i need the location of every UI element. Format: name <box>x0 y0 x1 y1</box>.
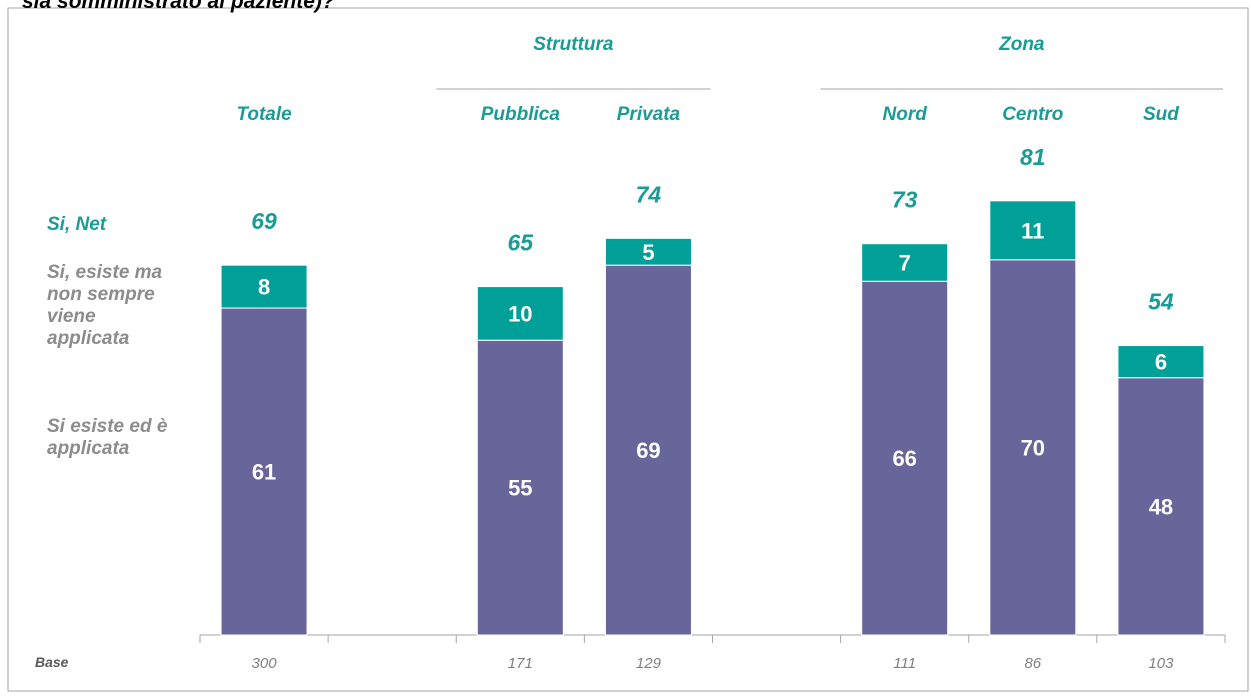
segment-label: 8 <box>258 275 270 300</box>
segment-label: 6 <box>1155 350 1167 375</box>
bar-segment <box>989 259 1077 636</box>
net-label: 74 <box>636 181 662 207</box>
base-value: 111 <box>893 655 916 672</box>
segment-label: 10 <box>508 301 532 326</box>
segment-label: 55 <box>508 476 532 501</box>
segment-label: 5 <box>642 240 654 265</box>
bar-segment <box>220 264 308 309</box>
x-tick-label: Sud <box>1143 104 1179 125</box>
segment-label: 61 <box>252 460 276 485</box>
bar-segment <box>1117 377 1205 636</box>
segment-label: 11 <box>1021 218 1044 243</box>
base-label: Base <box>35 654 69 670</box>
frame <box>7 7 1249 692</box>
segment-label: 66 <box>892 446 916 471</box>
legend-entry: Si esiste ed è applicata <box>47 416 168 459</box>
group-label: Struttura <box>533 34 614 55</box>
x-tick-label: Centro <box>1002 104 1063 125</box>
bar-segment <box>604 237 692 266</box>
bar-segment <box>989 200 1077 261</box>
bar-segment <box>476 339 564 636</box>
x-tick-label: Privata <box>617 104 681 125</box>
bar-segment <box>476 286 564 341</box>
base-value: 129 <box>636 655 662 672</box>
net-label: 69 <box>251 208 277 234</box>
bar-segment <box>1117 345 1205 379</box>
net-label: 81 <box>1020 144 1046 170</box>
segment-label: 7 <box>899 250 911 275</box>
segment-label: 48 <box>1149 494 1173 519</box>
net-label: 65 <box>508 230 535 256</box>
chart-title: sia somministrato al paziente)? <box>22 0 335 13</box>
base-value: 171 <box>508 655 533 672</box>
group-label: Zona <box>998 34 1045 55</box>
segment-label: 69 <box>636 438 660 463</box>
segment-label: 70 <box>1021 435 1045 460</box>
bar-segment <box>220 307 308 636</box>
base-value: 103 <box>1148 655 1174 672</box>
x-tick-label: Totale <box>236 104 292 125</box>
net-legend: Si, Net <box>47 214 107 235</box>
legend-entry: Si, esiste ma non sempre viene applicata <box>47 262 163 349</box>
net-label: 73 <box>892 187 918 213</box>
base-value: 86 <box>1024 655 1041 672</box>
bar-segment <box>604 264 692 636</box>
x-tick-label: Pubblica <box>481 104 561 125</box>
bar-segment <box>861 280 949 636</box>
x-tick-label: Nord <box>883 104 928 125</box>
net-label: 54 <box>1148 289 1174 315</box>
base-value: 300 <box>252 655 278 672</box>
bar-segment <box>861 243 949 282</box>
